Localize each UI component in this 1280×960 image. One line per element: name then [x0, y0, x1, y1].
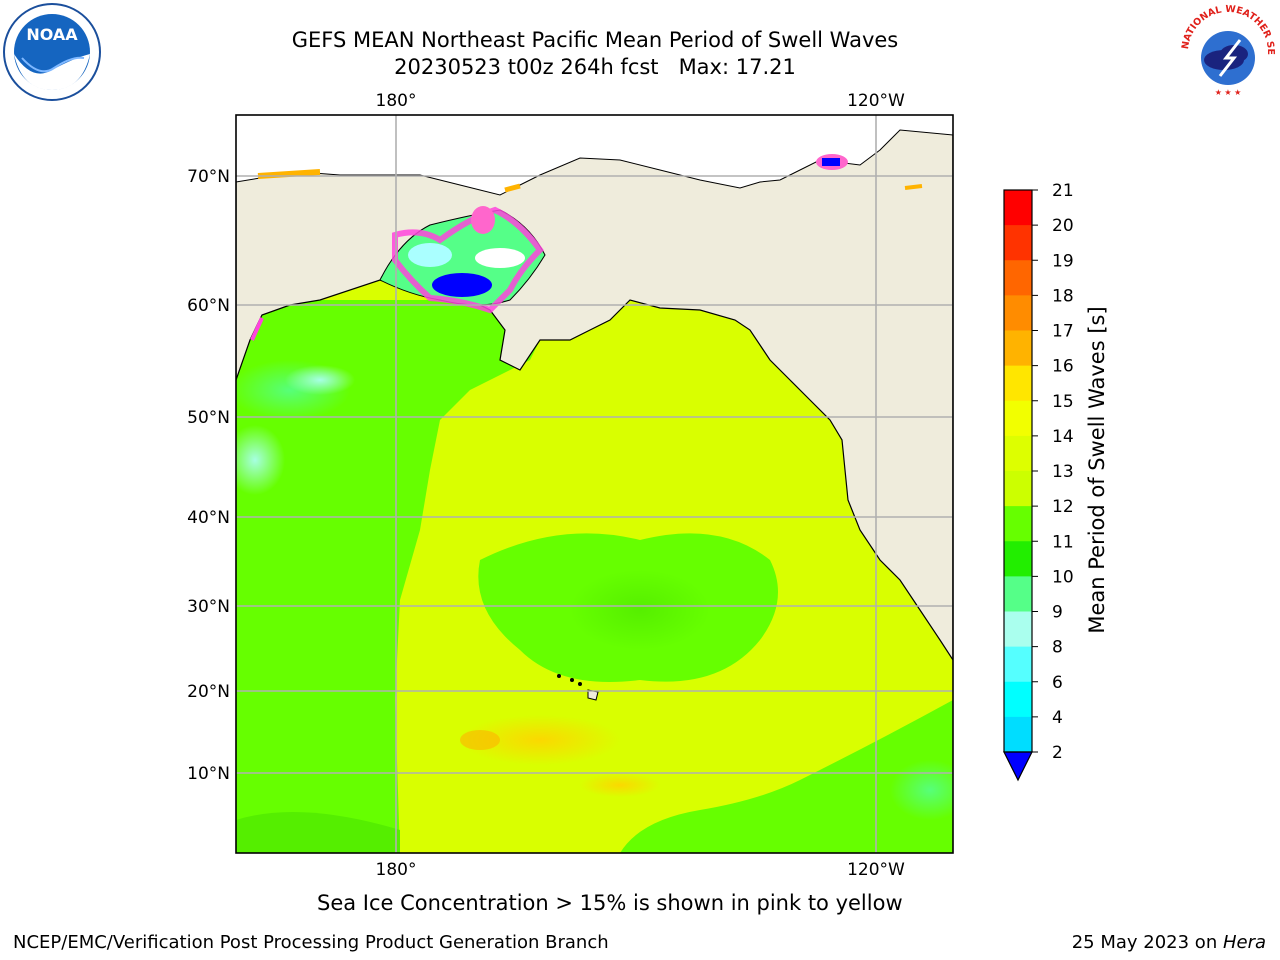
colorbar-segment — [1004, 646, 1032, 683]
colorbar-segment — [1004, 190, 1032, 226]
lat-label: 60°N — [187, 296, 230, 316]
colorbar-tick-label: 8 — [1052, 638, 1063, 658]
footer-date: 25 May 2023 on Hera — [1072, 932, 1266, 953]
colorbar-tick-label: 15 — [1052, 392, 1074, 412]
colorbar-segment — [1004, 225, 1032, 261]
lat-label: 30°N — [187, 597, 230, 617]
colorbar-tick-label: 6 — [1052, 673, 1063, 693]
lat-label: 70°N — [187, 167, 230, 187]
colorbar-segment — [1004, 541, 1032, 577]
ocean-green-southeast — [620, 700, 953, 853]
colorbar-segment — [1004, 681, 1032, 718]
map-area — [236, 115, 953, 853]
colorbar-tick-label: 10 — [1052, 567, 1074, 587]
colorbar-segment — [1004, 576, 1032, 612]
colorbar-segment — [1004, 365, 1032, 402]
colorbar-segment — [1004, 260, 1032, 296]
colorbar-tick-label: 17 — [1052, 322, 1074, 342]
colorbar-segment — [1004, 435, 1032, 472]
chart-title: GEFS MEAN Northeast Pacific Mean Period … — [291, 28, 899, 52]
lat-label: 50°N — [187, 408, 230, 428]
svg-text:★ ★ ★: ★ ★ ★ — [1215, 88, 1242, 97]
colorbar-tick-label: 13 — [1052, 462, 1074, 482]
colorbar-tick-label: 20 — [1052, 216, 1074, 236]
lat-label: 20°N — [187, 682, 230, 702]
colorbar-tick-label: 14 — [1052, 427, 1074, 447]
footer-date-text: 25 May 2023 on — [1071, 932, 1223, 953]
colorbar-tick-label: 21 — [1052, 181, 1074, 201]
lat-label: 40°N — [187, 508, 230, 528]
colorbar-tick-label: 12 — [1052, 497, 1074, 517]
noaa-logo-text: NOAA — [26, 25, 78, 44]
colorbar-segment — [1004, 506, 1032, 542]
colorbar-tick-label: 16 — [1052, 357, 1074, 377]
colorbar-segment — [1004, 330, 1032, 367]
colorbar-segment — [1004, 400, 1032, 437]
bottom-lon-label: 120°W — [847, 860, 905, 880]
colorbar-segment — [1004, 471, 1032, 507]
colorbar-segment — [1004, 716, 1032, 753]
colorbar-tick-label: 18 — [1052, 286, 1074, 306]
footer-machine: Hera — [1222, 932, 1266, 953]
noaa-logo: NOAA — [3, 3, 101, 101]
colorbar-tick-label: 19 — [1052, 251, 1074, 271]
colorbar-segment — [1004, 295, 1032, 331]
top-lon-label: 120°W — [847, 91, 905, 111]
chart-subtitle: 20230523 t00z 264h fcst Max: 17.21 — [394, 55, 796, 79]
ocean-green-west — [236, 300, 560, 853]
colorbar-extension — [1003, 751, 1033, 782]
graticule — [236, 115, 953, 853]
sea-ice-note: Sea Ice Concentration > 15% is shown in … — [317, 891, 903, 915]
colorbar-tick-label: 4 — [1052, 708, 1063, 728]
top-lon-label: 180° — [376, 91, 417, 111]
lat-label: 10°N — [187, 764, 230, 784]
colorbar: 21 20 19 18 17 16 15 14 13 12 11 10 9 8 6 4 2 — [1003, 181, 1074, 782]
colorbar-tick-label: 9 — [1052, 603, 1063, 623]
map-frame — [235, 114, 954, 854]
colorbar-title: Mean Period of Swell Waves [s] — [1085, 306, 1109, 634]
colorbar-segment — [1004, 611, 1032, 648]
colorbar-tick-label: 2 — [1052, 743, 1063, 763]
bottom-lon-label: 180° — [376, 860, 417, 880]
nws-logo: NATIONAL WEATHER SERVICE ★ ★ ★ — [1178, 2, 1276, 99]
footer-credit: NCEP/EMC/Verification Post Processing Pr… — [13, 932, 609, 953]
colorbar-tick-label: 11 — [1052, 532, 1074, 552]
